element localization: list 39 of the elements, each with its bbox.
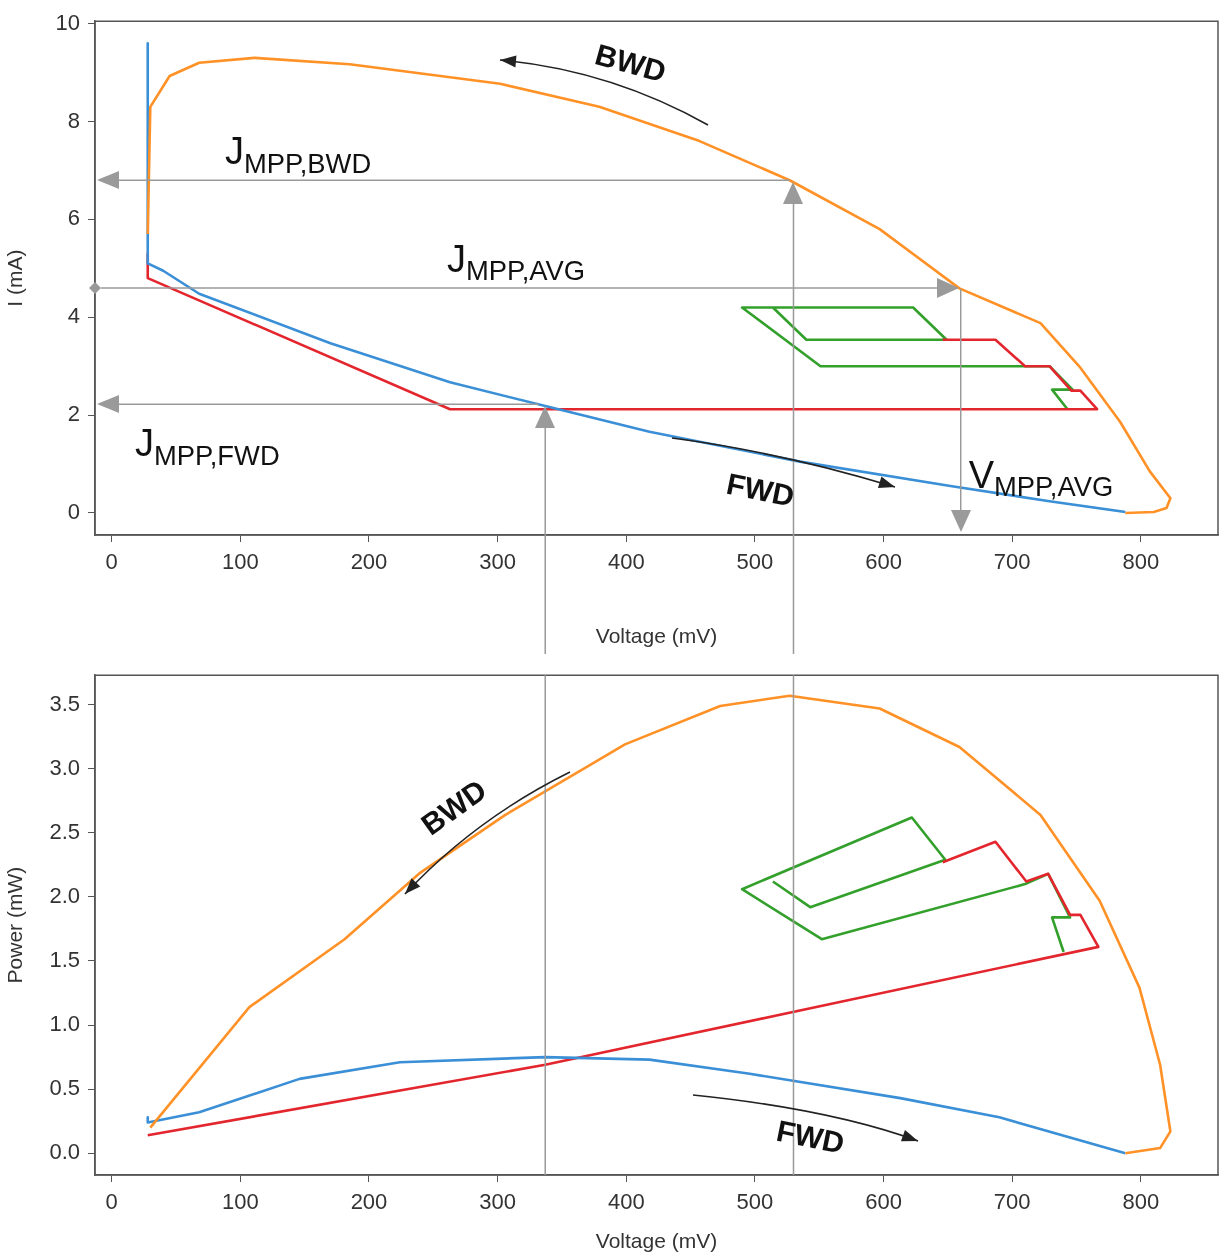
y-tick-label: 0.0 bbox=[49, 1139, 80, 1165]
x-tick-label: 700 bbox=[993, 549, 1031, 575]
x-tick-label: 200 bbox=[350, 1189, 388, 1215]
y-tick-label: 2.0 bbox=[49, 882, 80, 908]
y-tick-label: 1.5 bbox=[49, 947, 80, 973]
x-tick-label: 500 bbox=[736, 549, 774, 575]
x-tick-label: 200 bbox=[350, 549, 388, 575]
y-tick-label: 0 bbox=[67, 499, 80, 525]
x-tick-label: 300 bbox=[479, 549, 516, 575]
x-tick-label: 700 bbox=[993, 1189, 1031, 1215]
x-tick-label: 400 bbox=[607, 1189, 645, 1215]
y-tick-label: 1.0 bbox=[49, 1011, 80, 1037]
x-tick-label: 100 bbox=[222, 549, 259, 575]
annotation: FWD bbox=[723, 466, 798, 513]
x-axis-title: Voltage (mV) bbox=[595, 624, 718, 648]
annotation: FWD bbox=[773, 1113, 848, 1160]
x-tick-label: 800 bbox=[1122, 549, 1160, 575]
x-tick-label: 800 bbox=[1122, 1189, 1160, 1215]
y-tick-label: 0.5 bbox=[49, 1075, 80, 1101]
x-tick-label: 0 bbox=[105, 549, 118, 575]
y-tick-label: 3.0 bbox=[49, 754, 80, 780]
x-tick-label: 400 bbox=[607, 549, 645, 575]
x-axis-title: Voltage (mV) bbox=[595, 1229, 718, 1253]
y-tick-label: 4 bbox=[67, 303, 80, 329]
x-tick-label: 100 bbox=[222, 1189, 259, 1215]
y-tick-label: 2.5 bbox=[49, 818, 80, 844]
y-axis-title: Power (mW) bbox=[3, 866, 27, 984]
x-tick-label: 600 bbox=[865, 549, 902, 575]
y-tick-label: 2 bbox=[67, 401, 80, 427]
y-tick-label: 10 bbox=[55, 9, 80, 35]
annotation: BWD bbox=[591, 37, 670, 89]
y-tick-label: 8 bbox=[67, 107, 80, 133]
y-tick-label: 6 bbox=[67, 205, 80, 231]
y-axis-title: I (mA) bbox=[3, 249, 27, 307]
x-tick-label: 600 bbox=[865, 1189, 902, 1215]
x-tick-label: 300 bbox=[479, 1189, 516, 1215]
x-tick-label: 0 bbox=[105, 1189, 118, 1215]
x-tick-label: 500 bbox=[736, 1189, 774, 1215]
y-tick-label: 3.5 bbox=[49, 690, 80, 716]
